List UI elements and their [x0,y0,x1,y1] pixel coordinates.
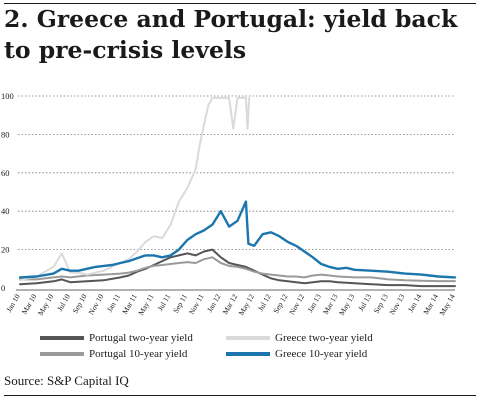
y-tick-label-40: 40 [1,206,10,216]
top-rule [4,3,476,4]
x-tick-label-jul-10: Jul 10 [55,292,72,312]
legend-label-greece-10-year: Greece 10-year yield [275,348,368,360]
chart-title: 2. Greece and Portugal: yield back to pr… [4,5,458,64]
legend-swatch-portugal-two-year [40,336,84,341]
x-tick-label-jul-13: Jul 13 [356,292,373,312]
x-tick-label-may-14: May 14 [437,292,456,317]
y-tick-label-80: 80 [1,129,10,139]
legend-swatch-greece-two-year [226,336,270,341]
legend-item-greece-10-year: Greece 10-year yield [226,348,367,360]
legend-item-portugal-10-year: Portugal 10-year yield [40,348,187,360]
bottom-rule [4,395,476,396]
x-tick-label-may-12: May 12 [237,292,256,317]
x-tick-label-nov-13: Nov 13 [388,292,407,316]
y-tick-label-20: 20 [1,245,10,255]
x-tick-label-nov-12: Nov 12 [287,292,306,316]
series-line-greece-two-year-yield [19,96,251,282]
series-line-portugal-10-year-yield [19,256,456,283]
source-note: Source: S&P Capital IQ [4,373,129,388]
legend-label-portugal-10-year: Portugal 10-year yield [89,348,188,360]
series-line-portugal-two-year-yield [19,248,456,288]
x-tick-label-may-10: May 10 [36,292,55,317]
y-tick-label-60: 60 [1,168,10,178]
series-line-greece-10-year-yield [18,200,457,279]
x-tick-label-may-13: May 13 [337,292,356,317]
legend-swatch-portugal-10-year [40,352,84,357]
x-tick-label-nov-10: Nov 10 [86,292,105,316]
y-tick-label-100: 100 [1,91,14,101]
x-tick-label-nov-11: Nov 11 [187,292,206,316]
x-tick-label-may-11: May 11 [136,292,155,317]
x-tick-label-jul-12: Jul 12 [256,292,273,312]
legend-swatch-greece-10-year [226,352,270,357]
x-tick-label-jul-11: Jul 11 [156,292,173,312]
y-tick-label-0: 0 [1,283,5,293]
